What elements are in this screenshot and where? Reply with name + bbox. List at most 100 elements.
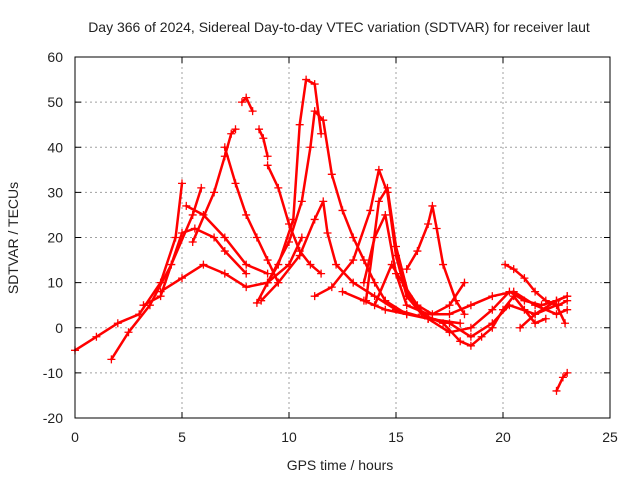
data-point — [370, 278, 379, 287]
series-track-19 — [338, 287, 411, 319]
y-tick-label: 40 — [47, 139, 63, 155]
data-point — [456, 319, 465, 328]
data-point — [199, 260, 208, 269]
series-line — [185, 204, 269, 275]
data-point — [359, 256, 368, 265]
data-point — [402, 265, 411, 274]
y-axis-label: SDTVAR / TECUs — [5, 182, 21, 294]
data-point — [349, 278, 358, 287]
series-track-21 — [501, 260, 572, 310]
grid — [75, 57, 610, 418]
data-point — [552, 310, 561, 319]
data-point — [178, 179, 186, 188]
data-point — [541, 314, 550, 323]
data-point — [124, 328, 133, 337]
data-point — [374, 165, 383, 174]
data-point — [413, 301, 422, 310]
data-point — [263, 278, 272, 287]
series-line — [431, 303, 567, 339]
data-point — [237, 98, 246, 107]
data-point — [188, 210, 197, 219]
data-point — [332, 260, 341, 269]
data-point — [370, 233, 379, 242]
data-point — [563, 292, 572, 301]
series-track-23 — [552, 368, 572, 395]
data-point — [552, 386, 561, 395]
series-track-12 — [263, 107, 433, 323]
data-point — [488, 305, 497, 314]
x-tick-label: 20 — [495, 429, 511, 445]
data-point — [466, 323, 475, 332]
data-point — [257, 296, 266, 305]
data-point — [561, 319, 570, 328]
data-point — [445, 319, 454, 328]
series-line — [405, 204, 466, 316]
data-point — [295, 251, 304, 260]
data-point — [248, 107, 257, 116]
series-line — [555, 371, 569, 393]
data-point — [552, 296, 561, 305]
data-point — [317, 269, 326, 278]
y-tick-label: -20 — [43, 410, 63, 426]
y-tick-label: -10 — [43, 365, 63, 381]
y-tick-label: 20 — [47, 230, 63, 246]
data-point — [383, 183, 392, 192]
data-point — [178, 228, 186, 237]
data-point — [242, 210, 251, 219]
data-point — [477, 332, 486, 341]
series-track-3 — [139, 224, 251, 310]
series-line — [73, 182, 184, 352]
data-point — [310, 292, 319, 301]
data-point — [509, 265, 518, 274]
data-point — [92, 332, 101, 341]
data-point — [338, 287, 347, 296]
data-point — [263, 161, 272, 170]
data-point — [227, 129, 236, 138]
series-line — [223, 146, 280, 284]
data-point — [531, 301, 540, 310]
series-line — [266, 109, 430, 320]
data-point — [563, 368, 572, 377]
data-point — [359, 296, 368, 305]
series-track-16 — [359, 210, 572, 319]
data-point — [197, 183, 206, 192]
x-tick-label: 10 — [281, 429, 297, 445]
data-point — [445, 310, 454, 319]
data-point — [242, 93, 251, 102]
data-point — [319, 197, 328, 206]
series-track-10 — [263, 161, 326, 278]
series-track-13 — [257, 197, 465, 328]
y-tick-label: 50 — [47, 94, 63, 110]
data-point — [139, 301, 148, 310]
data-point — [381, 305, 390, 314]
series-line — [257, 127, 269, 158]
data-point — [445, 328, 454, 337]
series-track-7 — [220, 143, 283, 287]
data-point — [516, 323, 525, 332]
series-track-18 — [402, 201, 469, 319]
data-point — [274, 183, 283, 192]
data-point — [451, 296, 460, 305]
series-track-20 — [428, 301, 570, 341]
data-point — [392, 242, 400, 251]
data-point — [466, 332, 475, 341]
data-point — [531, 310, 540, 319]
data-point — [460, 310, 469, 319]
data-point — [387, 260, 396, 269]
data-point — [242, 283, 251, 292]
data-point — [501, 260, 510, 269]
data-point — [210, 188, 219, 197]
y-tick-label: 60 — [47, 49, 63, 65]
data-point — [488, 319, 497, 328]
data-point — [178, 274, 186, 283]
data-point — [274, 278, 283, 287]
y-tick-label: 30 — [47, 184, 63, 200]
data-point — [255, 125, 264, 134]
series-track-5 — [188, 125, 240, 247]
data-point — [171, 233, 180, 242]
data-point — [297, 233, 306, 242]
data-point — [520, 274, 529, 283]
data-point — [531, 319, 540, 328]
data-point — [428, 201, 437, 210]
data-point — [113, 319, 122, 328]
